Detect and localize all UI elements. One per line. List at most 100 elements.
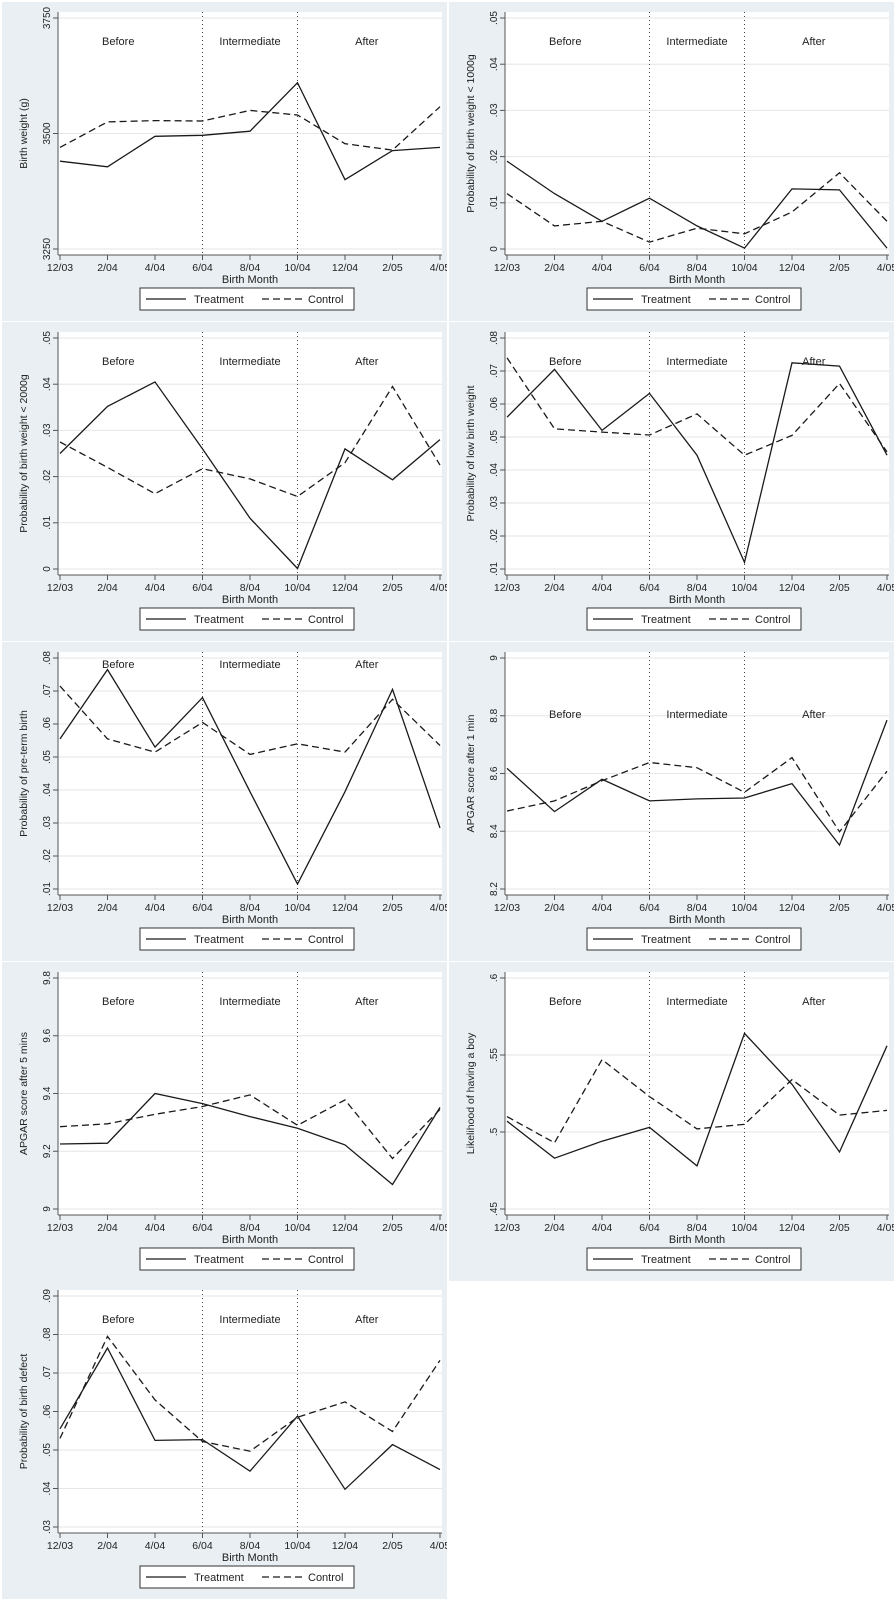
x-tick-label: 2/05 xyxy=(382,1540,403,1552)
chart-panel-4: .01 .02 .03 .04 .05 .06 .07 .08 12/03 2/04 4/04 6/0… xyxy=(449,322,894,641)
legend-label-treatment: Treatment xyxy=(194,294,244,306)
legend-label-treatment: Treatment xyxy=(641,614,691,626)
y-tick-label: 9 xyxy=(489,655,500,661)
period-label: After xyxy=(355,659,379,671)
period-label: Before xyxy=(549,36,581,48)
x-tick-label: 10/04 xyxy=(284,1540,310,1552)
period-label: After xyxy=(355,1314,379,1326)
x-tick-label: 10/04 xyxy=(284,902,310,914)
x-tick-label: 4/04 xyxy=(592,262,613,274)
legend-label-treatment: Treatment xyxy=(194,934,244,946)
y-tick-label: 0 xyxy=(42,566,53,572)
legend-label-control: Control xyxy=(755,614,790,626)
legend: Treatment Control xyxy=(139,607,355,631)
x-tick-label: 4/05 xyxy=(430,262,447,274)
period-label: Before xyxy=(549,709,581,721)
series-treatment-line xyxy=(506,362,888,565)
series-treatment-line xyxy=(59,1346,441,1491)
legend: Treatment Control xyxy=(586,927,802,951)
y-tick-label: 0 xyxy=(489,246,500,252)
y-axis-title: Probability of low birth weight xyxy=(465,385,477,521)
period-label: After xyxy=(802,996,826,1008)
x-axis-title: Birth Month xyxy=(222,1234,278,1246)
x-tick-label: 2/05 xyxy=(382,1222,403,1234)
x-tick-label: 2/04 xyxy=(544,1222,565,1234)
x-tick-label: 12/04 xyxy=(779,902,805,914)
x-tick-label: 4/04 xyxy=(145,262,166,274)
x-tick-label: 2/05 xyxy=(829,902,850,914)
legend-label-control: Control xyxy=(755,1254,790,1266)
y-axis-title: APGAR score after 1 min xyxy=(465,714,477,832)
y-tick-label: .04 xyxy=(489,57,500,71)
period-label: Before xyxy=(549,996,581,1008)
x-tick-label: 10/04 xyxy=(731,902,757,914)
x-tick-label: 12/04 xyxy=(779,262,805,274)
x-tick-label: 12/03 xyxy=(47,1540,73,1552)
y-axis-title: Probability of birth defect xyxy=(18,1354,30,1470)
legend-label-treatment: Treatment xyxy=(194,1572,244,1584)
series-control-line xyxy=(506,756,888,833)
period-label: Before xyxy=(102,996,134,1008)
series-control-line xyxy=(59,385,441,498)
period-label: Intermediate xyxy=(219,356,280,368)
y-tick-label: .03 xyxy=(42,423,53,437)
legend-label-control: Control xyxy=(308,614,343,626)
legend-box xyxy=(586,287,802,311)
x-tick-label: 6/04 xyxy=(192,262,213,274)
period-label: Intermediate xyxy=(219,659,280,671)
chart-panel-8: .45 .5 .55 .6 12/03 2/04 4/04 6/04 8/04 10/04 12/0… xyxy=(449,962,894,1281)
y-tick-label: 3750 xyxy=(42,6,53,29)
x-axis-title: Birth Month xyxy=(669,1234,725,1246)
y-tick-label: .04 xyxy=(42,1481,53,1495)
y-tick-label: 3250 xyxy=(42,237,53,260)
y-tick-label: .55 xyxy=(489,1048,500,1062)
legend-label-control: Control xyxy=(308,934,343,946)
x-tick-label: 2/04 xyxy=(544,582,565,594)
y-tick-label: .03 xyxy=(42,1520,53,1534)
x-tick-label: 10/04 xyxy=(284,582,310,594)
y-tick-label: .5 xyxy=(489,1127,500,1136)
x-tick-label: 12/04 xyxy=(332,902,358,914)
series-treatment-line xyxy=(59,381,441,570)
legend-box xyxy=(586,927,802,951)
y-tick-label: .02 xyxy=(42,469,53,483)
legend: Treatment Control xyxy=(139,287,355,311)
y-tick-label: .04 xyxy=(489,463,500,477)
legend-label-treatment: Treatment xyxy=(641,934,691,946)
series-treatment-line xyxy=(506,719,888,847)
y-tick-label: .02 xyxy=(42,849,53,863)
plot-area xyxy=(505,332,889,575)
y-tick-label: .6 xyxy=(489,973,500,982)
x-tick-label: 4/04 xyxy=(145,1222,166,1234)
legend-label-control: Control xyxy=(755,934,790,946)
period-label: Before xyxy=(549,356,581,368)
x-tick-label: 12/03 xyxy=(47,902,73,914)
x-tick-label: 8/04 xyxy=(240,582,261,594)
y-tick-label: 9 xyxy=(42,1206,53,1212)
period-label: Intermediate xyxy=(219,1314,280,1326)
legend-label-control: Control xyxy=(308,1254,343,1266)
x-tick-label: 12/04 xyxy=(332,582,358,594)
x-tick-label: 6/04 xyxy=(639,902,660,914)
x-tick-label: 10/04 xyxy=(731,1222,757,1234)
x-tick-label: 2/04 xyxy=(97,1540,118,1552)
x-tick-label: 6/04 xyxy=(192,1540,213,1552)
y-tick-label: .03 xyxy=(489,496,500,510)
x-tick-label: 2/04 xyxy=(97,1222,118,1234)
legend-label-treatment: Treatment xyxy=(194,614,244,626)
x-tick-label: 2/04 xyxy=(544,902,565,914)
x-tick-label: 6/04 xyxy=(639,582,660,594)
legend-label-control: Control xyxy=(308,1572,343,1584)
y-tick-label: .06 xyxy=(42,1404,53,1418)
x-tick-label: 12/04 xyxy=(332,1222,358,1234)
period-label: After xyxy=(802,709,826,721)
x-tick-label: 2/05 xyxy=(829,262,850,274)
y-axis-title: Likelihood of having a boy xyxy=(465,1032,477,1154)
series-treatment-line xyxy=(59,1092,441,1186)
x-tick-label: 8/04 xyxy=(687,1222,708,1234)
legend-box xyxy=(139,1247,355,1271)
period-label: Before xyxy=(102,356,134,368)
x-tick-label: 12/03 xyxy=(47,262,73,274)
y-axis-title: APGAR score after 5 mins xyxy=(18,1032,30,1155)
x-tick-label: 8/04 xyxy=(240,902,261,914)
